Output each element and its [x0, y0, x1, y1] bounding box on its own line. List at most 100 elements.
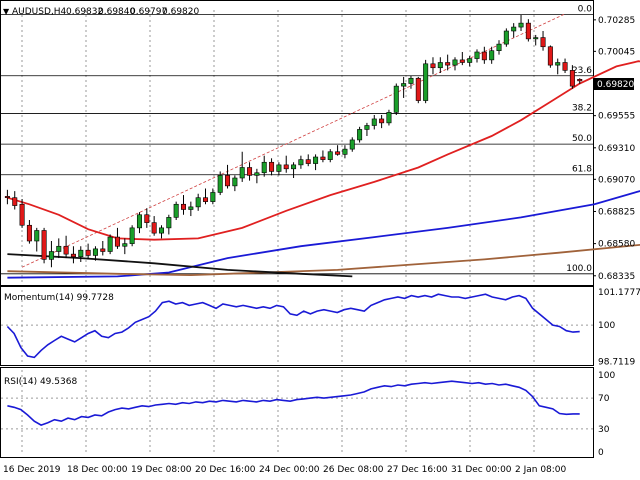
ma-brown-line — [7, 243, 640, 277]
y-axis-labels: 0.70285 0.70045 0.69555 0.69310 0.69070 0.688… — [593, 16, 640, 458]
candle-body — [247, 167, 253, 176]
candle-body — [379, 118, 385, 124]
fib-level-label: 0.0 — [578, 5, 593, 15]
fib-level-label: 23.6 — [572, 66, 592, 76]
x-tick-label: 2 Jan 08:00 — [515, 465, 567, 475]
candle-body — [349, 139, 355, 150]
candle-body — [364, 125, 370, 130]
rsi-y-tick-label: 30 — [598, 425, 610, 435]
candle-body — [100, 248, 106, 252]
x-tick-label: 26 Dec 08:00 — [323, 465, 384, 475]
current-price-badge — [594, 78, 634, 90]
candle-body — [85, 249, 91, 256]
candle-body — [430, 63, 436, 69]
rsi-title: RSI(14) 49.5368 — [4, 377, 77, 387]
candle-body — [114, 236, 120, 247]
candle-body — [393, 85, 399, 113]
candle-body — [291, 164, 297, 170]
ma-red-line — [7, 60, 640, 241]
candle-body — [107, 236, 113, 252]
price-panel-frame — [0, 0, 594, 286]
candle-body — [459, 59, 465, 63]
candle-body — [56, 245, 62, 252]
candle-body — [452, 59, 458, 66]
candle-body — [327, 151, 333, 160]
candle-body — [144, 214, 150, 223]
candle-body — [335, 151, 341, 155]
ohlc-close: 0.69820 — [162, 7, 199, 17]
candle-body — [511, 26, 517, 32]
candle-body — [166, 217, 172, 229]
fibonacci-levels: 0.0 23.6 38.2 50.0 61.8 100.0 — [1, 5, 593, 275]
candle-body — [313, 156, 319, 164]
candle-body — [195, 197, 201, 208]
candle-body — [496, 43, 502, 51]
rsi-panel-frame — [0, 367, 594, 458]
candle-body — [371, 118, 377, 126]
candle-body — [203, 197, 209, 202]
moving-averages — [7, 13, 640, 279]
candle-body — [26, 224, 32, 242]
candle-body — [129, 227, 135, 244]
candle-body — [467, 58, 473, 63]
price-y-tick-label: 0.68335 — [598, 272, 635, 282]
candle-body — [19, 203, 25, 226]
candle-body — [4, 196, 10, 198]
x-tick-label: 16 Dec 2019 — [3, 465, 61, 475]
candle-body — [173, 203, 179, 218]
candle-body — [239, 167, 245, 179]
price-chart-title: AUDUSD,H4 — [12, 7, 67, 17]
candles — [4, 14, 583, 268]
candle-body — [445, 62, 451, 66]
momentum-panel-frame — [0, 286, 594, 366]
ohlc-open: 0.69832 — [66, 7, 103, 17]
x-tick-label: 24 Dec 00:00 — [259, 465, 320, 475]
rsi-line — [7, 380, 580, 426]
ohlc-low: 0.69797 — [130, 7, 167, 17]
x-axis-labels: 16 Dec 2019 18 Dec 00:00 19 Dec 08:00 20 De… — [3, 465, 567, 475]
candle-body — [503, 30, 509, 45]
price-y-tick-label: 0.69310 — [598, 144, 635, 154]
fib-level-label: 50.0 — [572, 134, 592, 144]
candle-body — [342, 148, 348, 155]
grid-lines — [21, 10, 535, 452]
candle-body — [217, 175, 223, 193]
candle-body — [525, 22, 531, 40]
candle-body — [34, 230, 40, 242]
candle-body — [181, 203, 187, 210]
candle-body — [136, 214, 142, 229]
candle-body — [481, 51, 487, 61]
fib-level-label: 38.2 — [572, 104, 592, 114]
x-tick-label: 18 Dec 00:00 — [67, 465, 128, 475]
candle-body — [269, 161, 275, 172]
candle-body — [63, 245, 69, 255]
momentum-y-tick-label: 98.7119 — [598, 357, 635, 367]
ma-blue-line — [7, 190, 640, 279]
candle-body — [305, 159, 311, 164]
rsi-y-tick-label: 100 — [598, 371, 615, 381]
x-tick-label: 20 Dec 16:00 — [195, 465, 256, 475]
candle-body — [151, 222, 157, 234]
candle-body — [70, 253, 76, 258]
rsi-series — [1, 380, 593, 430]
x-tick-label: 19 Dec 08:00 — [131, 465, 192, 475]
candle-body — [569, 70, 575, 87]
candle-body — [401, 83, 407, 87]
fib-level-label: 61.8 — [572, 165, 592, 175]
momentum-line — [6, 293, 580, 359]
candle-body — [518, 22, 524, 28]
candle-body — [12, 197, 18, 206]
candle-body — [225, 175, 231, 187]
candle-body — [489, 50, 495, 61]
price-y-tick-label: 0.70045 — [598, 47, 635, 57]
candle-body — [357, 129, 363, 141]
price-y-tick-label: 0.68825 — [598, 207, 635, 217]
candle-body — [474, 51, 480, 59]
candle-body — [92, 248, 98, 256]
candle-body — [254, 172, 260, 176]
momentum-title: Momentum(14) 99.7728 — [4, 293, 114, 303]
candle-body — [276, 164, 282, 172]
current-price-label: 0.69820 — [597, 80, 634, 90]
candle-body — [437, 62, 443, 69]
rsi-y-tick-label: 0 — [598, 448, 604, 458]
